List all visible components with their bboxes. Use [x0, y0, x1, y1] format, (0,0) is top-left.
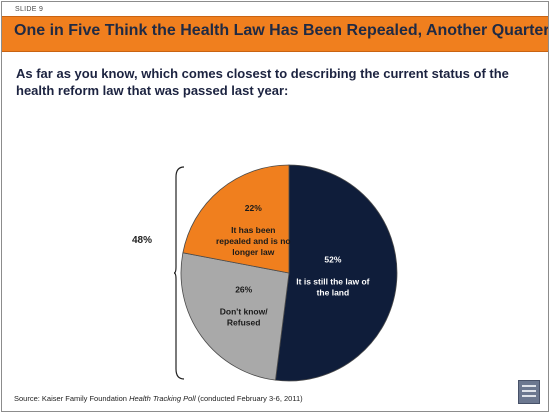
pie-slice-2: [182, 164, 290, 274]
source-prefix: Source: Kaiser Family Foundation: [14, 394, 130, 403]
bracket-label: 48%: [132, 235, 152, 246]
slice-category-label: repealed and is no: [216, 236, 291, 246]
slide-number: SLIDE 9: [15, 6, 44, 13]
slice-category-label: the land: [317, 288, 350, 298]
slice-label-group-1: 26% Don't know/Refused: [220, 285, 268, 328]
slice-category-label: Refused: [227, 318, 261, 328]
source-suffix: (conducted February 3-6, 2011): [195, 394, 303, 403]
slice-value-label: 52%: [324, 255, 341, 265]
pie-slice-0: [275, 164, 398, 382]
slice-category-label: It is still the law of: [296, 277, 369, 287]
bracket-48: [173, 166, 185, 380]
slice-category-label: Don't know/: [220, 307, 268, 317]
pie-slice-1: [180, 252, 290, 381]
slice-category-label: It has been: [231, 225, 275, 235]
slice-value-label: 22%: [245, 203, 262, 213]
source-note: Source: Kaiser Family Foundation Health …: [14, 394, 303, 403]
slide-title: One in Five Think the Health Law Has Bee…: [14, 22, 549, 39]
slice-category-label: longer law: [232, 247, 274, 257]
survey-question: As far as you know, which comes closest …: [16, 66, 509, 98]
source-poll-name: Health Tracking Poll: [129, 394, 196, 403]
slice-value-label: 26%: [235, 285, 252, 295]
pie-slices: [180, 164, 398, 382]
title-bar: One in Five Think the Health Law Has Bee…: [2, 16, 548, 52]
kff-logo: [518, 380, 540, 404]
